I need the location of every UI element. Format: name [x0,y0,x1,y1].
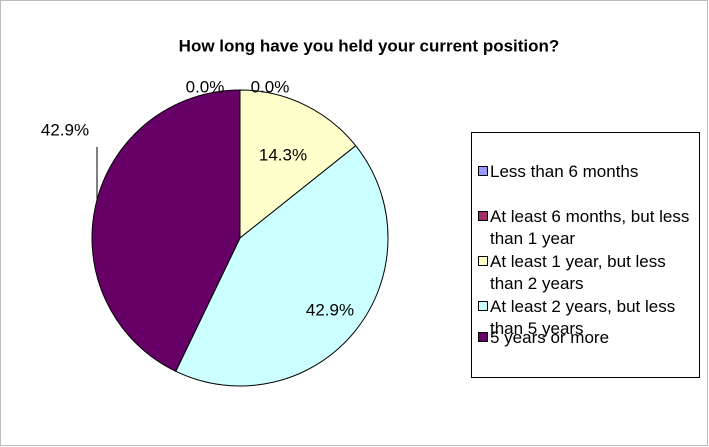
legend-entry: At least 1 year, but less than 2 years [478,251,696,295]
legend-entry: Less than 6 months [478,161,696,183]
legend-swatch [478,211,488,221]
pie-slice [175,145,389,387]
data-label: 0.0% [251,77,290,96]
legend-entry: At least 2 years, but less than 5 years [478,296,696,340]
data-label: 42.9% [306,300,354,319]
chart-title: How long have you held your current posi… [179,36,560,55]
legend-swatch [478,256,488,266]
data-label: 14.3% [259,145,307,164]
legend-label: 5 years or more [490,328,610,347]
pie-slice [91,89,241,373]
legend-swatch [478,166,488,176]
legend-entry: At least 6 months, but less than 1 year [478,206,696,250]
legend-label: At least 6 months, but less than 1 year [490,207,690,248]
data-label: 42.9% [41,120,89,139]
legend-label: At least 2 years, but less than 5 years [490,297,676,338]
legend: Less than 6 months At least 6 months, but… [471,132,700,378]
legend-entry: 5 years or more [478,327,696,349]
data-label: 0.0% [186,77,225,96]
legend-swatch [478,301,488,311]
legend-label: Less than 6 months [490,162,639,181]
legend-label: At least 1 year, but less than 2 years [490,252,666,293]
pie-slice [239,89,357,240]
legend-swatch [478,332,488,342]
